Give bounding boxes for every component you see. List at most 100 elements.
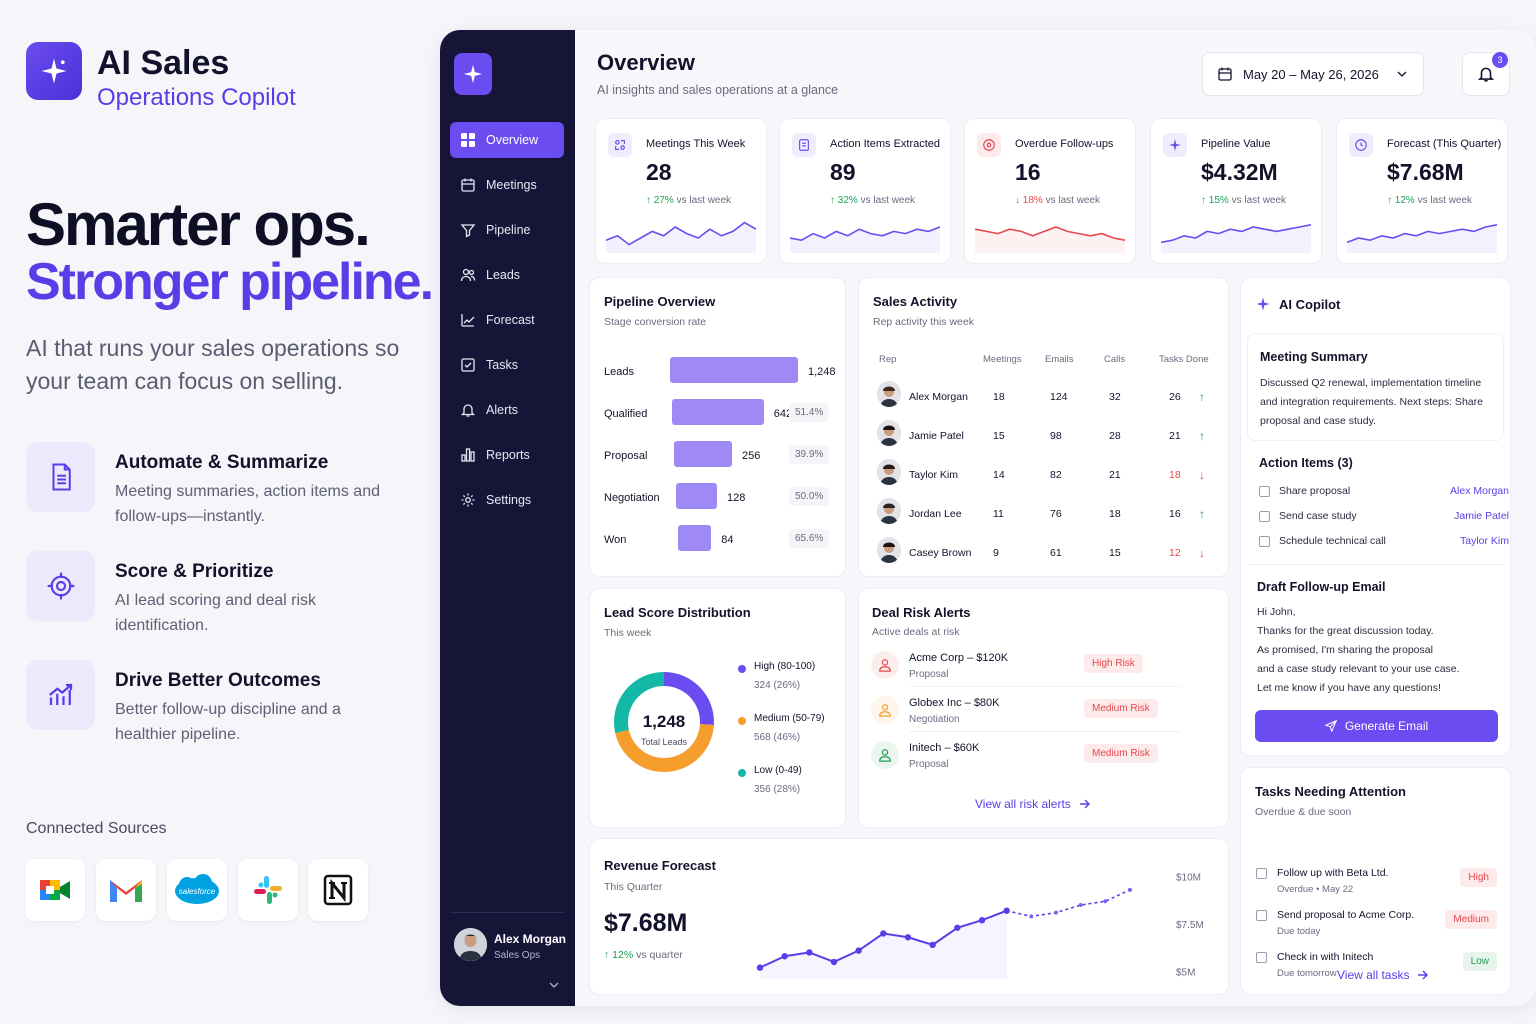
task-row[interactable]: Send proposal to Acme Corp. Due today Medi… [1256, 908, 1501, 942]
kpi-change: ↑ 12% vs last week [1387, 195, 1472, 206]
sidebar-item-reports[interactable]: Reports [450, 437, 564, 473]
checkbox[interactable] [1259, 486, 1270, 497]
task-due: Overdue • May 22 [1277, 884, 1354, 895]
kpi-label: Forecast (This Quarter) [1387, 138, 1502, 150]
view-all-tasks-link[interactable]: View all tasks [1337, 968, 1429, 982]
avatar [877, 420, 901, 446]
action-owner[interactable]: Jamie Patel [1454, 510, 1509, 522]
table-row[interactable]: Jamie Patel 15 98 28 21 ↑ [859, 420, 1230, 450]
notion-icon[interactable] [308, 859, 368, 921]
arrow-down-icon: ↓ [1199, 468, 1205, 482]
task-row[interactable]: Check in with Initech Due tomorrow Low [1256, 950, 1501, 984]
forecast-point [1128, 887, 1132, 892]
sidebar-item-leads[interactable]: Leads [450, 257, 564, 293]
link-label: View all tasks [1337, 968, 1410, 982]
kpi-card[interactable]: Forecast (This Quarter) $7.68M ↑ 12% vs la… [1336, 118, 1508, 264]
slack-icon[interactable] [238, 859, 298, 921]
action-items-title: Action Items (3) [1259, 456, 1353, 470]
risk-badge: Medium Risk [1084, 744, 1158, 763]
button-label: Generate Email [1344, 719, 1429, 733]
risk-badge: High Risk [1084, 654, 1143, 673]
action-item[interactable]: Schedule technical call Taylor Kim [1259, 534, 1509, 552]
task-label: Send proposal to Acme Corp. [1277, 909, 1415, 921]
card-title: Pipeline Overview [604, 294, 716, 309]
meeting-icon [608, 133, 632, 157]
sidebar-item-alerts[interactable]: Alerts [450, 392, 564, 428]
sidebar-item-pipeline[interactable]: Pipeline [450, 212, 564, 248]
sidebar-item-tasks[interactable]: Tasks [450, 347, 564, 383]
sidebar-item-overview[interactable]: Overview [450, 122, 564, 158]
kpi-change: ↑ 15% vs last week [1201, 195, 1286, 206]
table-row[interactable]: Jordan Lee 11 76 18 16 ↑ [859, 498, 1230, 528]
table-row[interactable]: Taylor Kim 14 82 21 18 ↓ [859, 459, 1230, 489]
action-item[interactable]: Share proposal Alex Morgan [1259, 484, 1509, 502]
meetings-count: 14 [993, 469, 1005, 481]
risk-row[interactable]: Initech – $60K Proposal Medium Risk [871, 739, 1219, 777]
link-label: View all risk alerts [975, 797, 1071, 811]
card-title: Revenue Forecast [604, 858, 716, 873]
kpi-change-arrow: ↑ [1201, 195, 1209, 206]
checkbox[interactable] [1256, 868, 1267, 879]
sidebar-item-settings[interactable]: Settings [450, 482, 564, 518]
kpi-card[interactable]: Action Items Extracted 89 ↑ 32% vs last we… [779, 118, 951, 264]
card-title: Deal Risk Alerts [872, 605, 971, 620]
action-item[interactable]: Send case study Jamie Patel [1259, 509, 1509, 527]
action-label: Send case study [1279, 510, 1357, 522]
stage-label: Proposal [604, 450, 648, 462]
avatar[interactable] [454, 928, 487, 961]
user-name: Alex Morgan [494, 932, 567, 946]
kpi-change-note: vs last week [860, 195, 916, 206]
sidebar-item-meetings[interactable]: Meetings [450, 167, 564, 203]
kpi-change-arrow: ↑ [646, 195, 654, 206]
salesforce-icon[interactable]: salesforce [167, 859, 227, 921]
checkbox[interactable] [1256, 952, 1267, 963]
checkbox[interactable] [1256, 910, 1267, 921]
generate-email-button[interactable]: Generate Email [1255, 710, 1498, 742]
view-risk-alerts-link[interactable]: View all risk alerts [975, 797, 1091, 811]
emails-count: 82 [1050, 469, 1062, 481]
checkbox[interactable] [1259, 536, 1270, 547]
change-value: ↑ 12% [604, 949, 634, 961]
task-row[interactable]: Follow up with Beta Ltd. Overdue • May 22… [1256, 866, 1501, 900]
action-owner[interactable]: Taylor Kim [1459, 535, 1509, 547]
stage-rate: 50.0% [789, 487, 830, 506]
sidebar-item-forecast[interactable]: Forecast [450, 302, 564, 338]
table-header: Rep [879, 354, 897, 365]
user-icon [871, 651, 899, 679]
calls-count: 28 [1109, 430, 1121, 442]
kpi-card[interactable]: Meetings This Week 28 ↑ 27% vs last week [595, 118, 767, 264]
date-range-picker[interactable]: May 20 – May 26, 2026 [1202, 52, 1424, 96]
gmail-icon[interactable] [96, 859, 156, 921]
chevron-down-icon[interactable] [549, 981, 559, 989]
stage-rate: 51.4% [789, 403, 830, 422]
target-icon [26, 551, 95, 621]
kpi-change: ↑ 27% vs last week [646, 195, 731, 206]
checkbox[interactable] [1259, 511, 1270, 522]
card-title: Sales Activity [873, 294, 958, 309]
revenue-forecast-card: Revenue Forecast This Quarter $7.68M ↑ 1… [589, 838, 1229, 995]
app-logo[interactable] [454, 53, 492, 95]
risk-row[interactable]: Globex Inc – $80K Negotiation Medium Risk [871, 694, 1219, 732]
kpi-change-note: vs last week [1417, 195, 1473, 206]
kpi-change-value: 15% [1208, 195, 1229, 206]
kpi-card[interactable]: Pipeline Value $4.32M ↑ 15% vs last week [1150, 118, 1322, 264]
data-point [978, 917, 986, 924]
emails-count: 76 [1050, 508, 1062, 520]
stage-bar [670, 357, 798, 383]
risk-row[interactable]: Acme Corp – $120K Proposal High Risk [871, 649, 1219, 687]
kpi-sparkline [790, 226, 940, 253]
risk-badge: Medium Risk [1084, 699, 1158, 718]
kpi-change-arrow: ↑ [830, 195, 838, 206]
task-label: Check in with Initech [1277, 951, 1374, 963]
brand-subtitle: Operations Copilot [97, 84, 296, 111]
arrow-up-icon: ↑ [1199, 429, 1205, 443]
table-row[interactable]: Casey Brown 9 61 15 12 ↓ [859, 537, 1230, 567]
action-owner[interactable]: Alex Morgan [1450, 485, 1509, 497]
bell-icon [460, 404, 476, 417]
priority-badge: Low [1462, 952, 1497, 971]
table-row[interactable]: Alex Morgan 18 124 32 26 ↑ [859, 381, 1230, 411]
tasks-count: 16 [1169, 508, 1181, 520]
google-meet-icon[interactable] [25, 859, 85, 921]
feature-desc: AI lead scoring and deal risk identifica… [115, 592, 316, 634]
kpi-card[interactable]: Overdue Follow-ups 16 ↓ 18% vs last week [964, 118, 1136, 264]
